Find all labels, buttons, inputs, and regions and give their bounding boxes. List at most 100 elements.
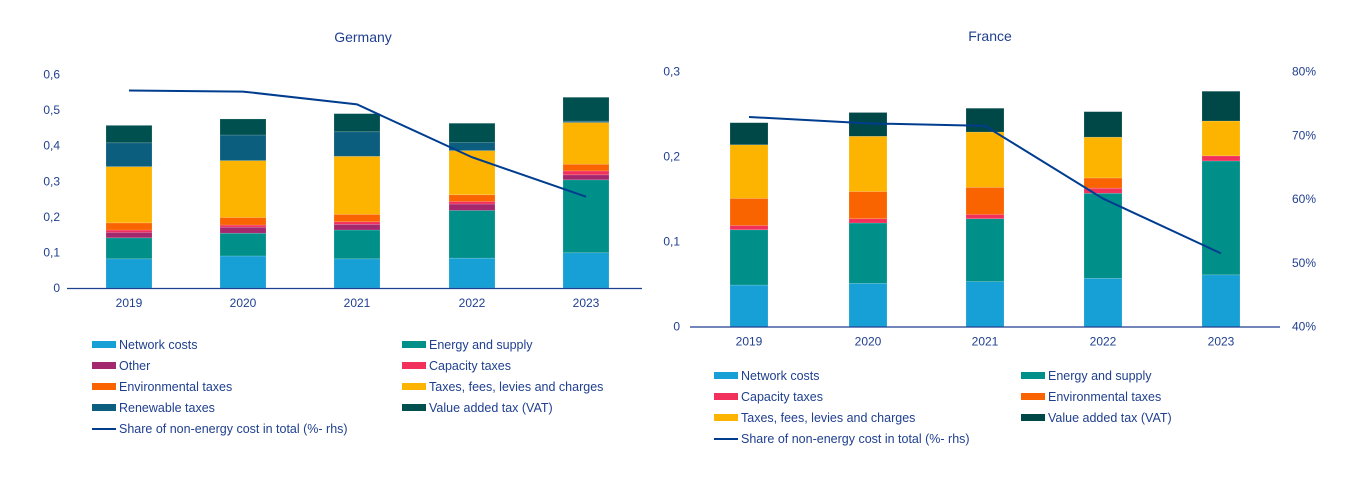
legend-item-network: Network costs: [92, 337, 198, 353]
legend-label: Energy and supply: [429, 338, 533, 352]
bar-segment-energy: [848, 222, 888, 284]
legend-label: Network costs: [119, 338, 198, 352]
bar-segment-other: [562, 174, 610, 181]
legend-swatch-other: [92, 362, 116, 370]
bar-segment-capacity: [562, 170, 610, 176]
legend-swatch-network: [714, 372, 738, 380]
legend-label: Other: [119, 359, 151, 373]
legend-swatch-capacity: [402, 362, 426, 370]
legend-swatch-vat: [1021, 414, 1045, 422]
legend-swatch-taxes: [402, 383, 426, 391]
bar-segment-energy: [1201, 160, 1241, 276]
bar-stack-2022: [1083, 111, 1123, 328]
bar-stack-2021: [965, 107, 1005, 327]
legend-item-taxes: Taxes, fees, levies and charges: [402, 379, 603, 395]
x-tick-label: 2023: [1208, 335, 1235, 349]
legend-label: Capacity taxes: [429, 359, 511, 373]
legend-label: Taxes, fees, levies and charges: [429, 380, 604, 394]
legend-item-line: Share of non-energy cost in total (%- rh…: [92, 421, 348, 437]
bar-segment-capacity: [848, 218, 888, 224]
bar-segment-capacity: [965, 214, 1005, 220]
bar-segment-renewable: [219, 134, 267, 161]
x-tick-label: 2020: [855, 335, 882, 349]
bar-segment-other: [333, 224, 381, 231]
bar-stack-2023: [562, 96, 610, 289]
bar-segment-taxes: [965, 131, 1005, 188]
legend-label: Network costs: [741, 369, 820, 383]
x-tick-label: 2020: [230, 296, 257, 310]
france-chart-title: France: [968, 28, 1012, 44]
bar-segment-energy: [219, 232, 267, 257]
y-tick-label: 0,5: [43, 103, 60, 117]
legend-label: Taxes, fees, levies and charges: [741, 411, 916, 425]
rhs-tick-label: 70%: [1292, 128, 1316, 142]
germany-chart: Germany 0 0,1 0,2 0,3 0,4 0,5 0,6 2019 2020 2021…: [43, 29, 642, 310]
x-tick-label: 2019: [116, 296, 143, 310]
bar-segment-capacity: [333, 221, 381, 225]
bar-segment-environmental: [219, 217, 267, 226]
bar-segment-vat: [729, 122, 769, 146]
bar-segment-taxes: [729, 144, 769, 199]
x-tick-label: 2022: [1090, 335, 1117, 349]
bar-stack-2020: [219, 118, 267, 289]
legend-label: Value added tax (VAT): [429, 401, 553, 415]
bar-stack-2021: [333, 113, 381, 289]
rhs-tick-label: 80%: [1292, 65, 1316, 79]
legend-label: Environmental taxes: [119, 380, 233, 394]
legend-label: Environmental taxes: [1048, 390, 1162, 404]
rhs-tick-label: 50%: [1292, 256, 1316, 270]
bar-segment-network: [1201, 274, 1241, 328]
bar-segment-taxes: [219, 160, 267, 218]
bar-segment-other: [105, 232, 153, 239]
bar-segment-taxes: [848, 136, 888, 192]
france-bars: [729, 90, 1241, 328]
germany-y-axis: 0 0,1 0,2 0,3 0,4 0,5 0,6: [43, 68, 60, 296]
bar-segment-energy: [1083, 192, 1123, 279]
x-tick-label: 2022: [459, 296, 486, 310]
bar-segment-taxes: [562, 122, 610, 165]
legend-item-environmental: Environmental taxes: [1021, 389, 1161, 405]
bar-stack-2019: [729, 122, 769, 327]
bar-segment-network: [105, 258, 153, 289]
legend-swatch-line: [714, 437, 738, 440]
bar-segment-vat: [105, 125, 153, 144]
bar-segment-vat: [965, 107, 1005, 133]
x-tick-label: 2019: [736, 335, 763, 349]
bar-segment-environmental: [562, 163, 610, 172]
bar-stack-2022: [448, 122, 496, 289]
x-tick-label: 2021: [972, 335, 999, 349]
bar-segment-vat: [562, 96, 610, 122]
legend-swatch-network: [92, 341, 116, 349]
legend-swatch-taxes: [714, 414, 738, 422]
bar-segment-taxes: [105, 166, 153, 224]
legend-item-environmental: Environmental taxes: [92, 379, 232, 395]
bar-segment-environmental: [105, 222, 153, 231]
legend-swatch-vat: [402, 404, 426, 412]
bar-segment-energy: [448, 210, 496, 259]
y-tick-label: 0,2: [663, 150, 680, 164]
bar-segment-network: [729, 284, 769, 327]
bar-segment-renewable: [333, 131, 381, 157]
bar-segment-renewable: [105, 142, 153, 167]
legend-item-energy: Energy and supply: [1021, 368, 1152, 384]
legend-swatch-environmental: [92, 383, 116, 391]
bar-segment-environmental: [448, 194, 496, 202]
y-tick-label: 0,1: [43, 245, 60, 259]
y-tick-label: 0,3: [663, 65, 680, 79]
y-tick-label: 0: [673, 320, 680, 334]
rhs-tick-label: 60%: [1292, 192, 1316, 206]
x-tick-label: 2021: [344, 296, 371, 310]
legend-swatch-capacity: [714, 393, 738, 401]
x-tick-label: 2023: [573, 296, 600, 310]
bar-segment-network: [965, 281, 1005, 327]
legend-swatch-line: [92, 427, 116, 430]
bar-segment-vat: [1201, 90, 1241, 122]
legend-item-energy: Energy and supply: [402, 337, 533, 353]
bar-segment-energy: [105, 237, 153, 260]
bar-stack-2020: [848, 112, 888, 328]
bar-segment-capacity: [219, 224, 267, 228]
bar-segment-environmental: [1083, 177, 1123, 189]
bar-segment-capacity: [105, 229, 153, 233]
legend-swatch-energy: [1021, 372, 1045, 380]
bar-segment-taxes: [1201, 120, 1241, 157]
